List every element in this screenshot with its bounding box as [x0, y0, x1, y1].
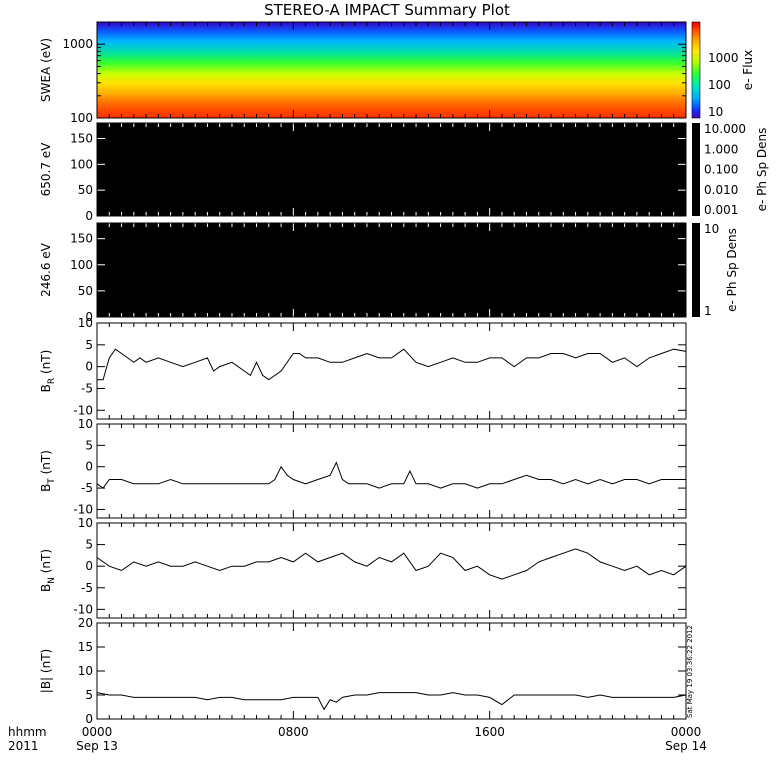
y-tick-label: 100	[70, 111, 93, 125]
y-axis-label-unit: (nT)	[39, 350, 53, 378]
colorbar-label: e- Ph Sp Dens	[725, 228, 739, 312]
colorbar-tick-label: 100	[708, 78, 731, 92]
y-axis-label-base: B	[39, 384, 53, 392]
panel-frame	[96, 322, 687, 420]
density-colorbar	[692, 123, 700, 216]
y-tick-label: 20	[78, 616, 93, 630]
y-axis-label-unit: (nT)	[39, 649, 53, 677]
field-series-line	[96, 692, 687, 711]
y-tick-label: 1000	[62, 37, 93, 51]
panel-frame	[96, 423, 687, 519]
swea-spectrogram	[97, 22, 686, 118]
y-tick-label: 0	[85, 360, 93, 374]
flux-colorbar	[691, 21, 701, 119]
y-axis-label: 650.7 eV	[39, 142, 53, 197]
pitch-angle-panel	[97, 223, 686, 317]
y-axis-label: |B| (nT)	[39, 649, 53, 693]
y-tick-label: 0	[85, 712, 93, 726]
x-tick-label: 0000	[82, 725, 113, 739]
pitch-angle-panel	[97, 123, 686, 216]
colorbar-tick-label: 1.000	[704, 142, 738, 156]
field-series-line	[96, 461, 686, 489]
panel-frame	[96, 622, 687, 720]
panel-frame	[96, 222, 687, 318]
colorbar-tick-label: 0.100	[704, 163, 738, 177]
panel-frame	[96, 522, 687, 619]
x-tick-label: 1600	[474, 725, 505, 739]
colorbar-tick-label: 0.001	[704, 203, 738, 217]
y-axis-label: BR (nT)	[39, 350, 57, 393]
colorbar-tick-label: 1	[704, 304, 712, 318]
x-axis-row-label: 2011	[8, 739, 39, 753]
panel-frame	[96, 21, 687, 119]
y-axis-label-unit: (nT)	[39, 549, 53, 577]
y-tick-label: 5	[85, 438, 93, 452]
x-tick-date-label: Sep 13	[76, 739, 118, 753]
chart-title: STEREO-A IMPACT Summary Plot	[264, 1, 510, 19]
y-tick-label: 10	[78, 316, 93, 330]
y-tick-label: 5	[85, 338, 93, 352]
y-tick-label: 5	[85, 538, 93, 552]
y-tick-label: 10	[78, 417, 93, 431]
y-tick-label: -5	[81, 481, 93, 495]
y-tick-label: 15	[78, 640, 93, 654]
field-series-line	[96, 548, 687, 580]
y-tick-label: 0	[85, 460, 93, 474]
y-axis-label-sub: N	[47, 577, 57, 584]
y-axis-label-sub: T	[47, 478, 57, 485]
y-tick-label: -10	[73, 403, 93, 417]
y-tick-label: 100	[70, 258, 93, 272]
x-tick-label: 0000	[671, 725, 702, 739]
colorbar-tick-label: 1000	[708, 51, 739, 65]
x-tick-label: 0800	[278, 725, 309, 739]
y-tick-label: -10	[73, 502, 93, 516]
y-tick-label: 50	[78, 183, 93, 197]
y-tick-label: 10	[78, 664, 93, 678]
y-axis-label: BN (nT)	[39, 549, 57, 592]
y-tick-label: 150	[70, 132, 93, 146]
y-axis-label: 246.6 eV	[39, 242, 53, 297]
x-tick-date-label: Sep 14	[665, 739, 707, 753]
y-axis-label: BT (nT)	[39, 450, 57, 492]
y-tick-label: 10	[78, 516, 93, 530]
y-axis-label: SWEA (eV)	[39, 38, 53, 102]
colorbar-tick-label: 10	[708, 105, 723, 119]
y-tick-label: 100	[70, 157, 93, 171]
y-axis-label-base: B	[39, 584, 53, 592]
field-series-line	[97, 348, 687, 381]
panel-frame	[96, 122, 687, 217]
y-tick-label: 50	[78, 284, 93, 298]
y-axis-label-base: |B|	[39, 677, 53, 693]
colorbar-label: e- Flux	[741, 50, 755, 90]
timestamp-label: Sat May 19 03:36:22 2012	[686, 625, 694, 718]
y-tick-label: 150	[70, 232, 93, 246]
x-axis-row-label: hhmm	[8, 725, 47, 739]
y-axis-label-unit: (nT)	[39, 450, 53, 478]
colorbar-tick-label: 10.000	[704, 122, 746, 136]
y-tick-label: 0	[85, 209, 93, 223]
colorbar-tick-label: 10	[704, 222, 719, 236]
colorbar-label: e- Ph Sp Dens	[755, 128, 769, 212]
y-tick-label: 0	[85, 310, 93, 324]
colorbar-tick-label: 0.010	[704, 183, 738, 197]
y-tick-label: 0	[85, 559, 93, 573]
y-tick-label: -5	[81, 381, 93, 395]
y-tick-label: 5	[85, 688, 93, 702]
y-axis-label-base: B	[39, 484, 53, 492]
y-axis-label-sub: R	[47, 378, 57, 384]
density-colorbar	[692, 223, 700, 317]
y-tick-label: -10	[73, 602, 93, 616]
y-tick-label: -5	[81, 581, 93, 595]
